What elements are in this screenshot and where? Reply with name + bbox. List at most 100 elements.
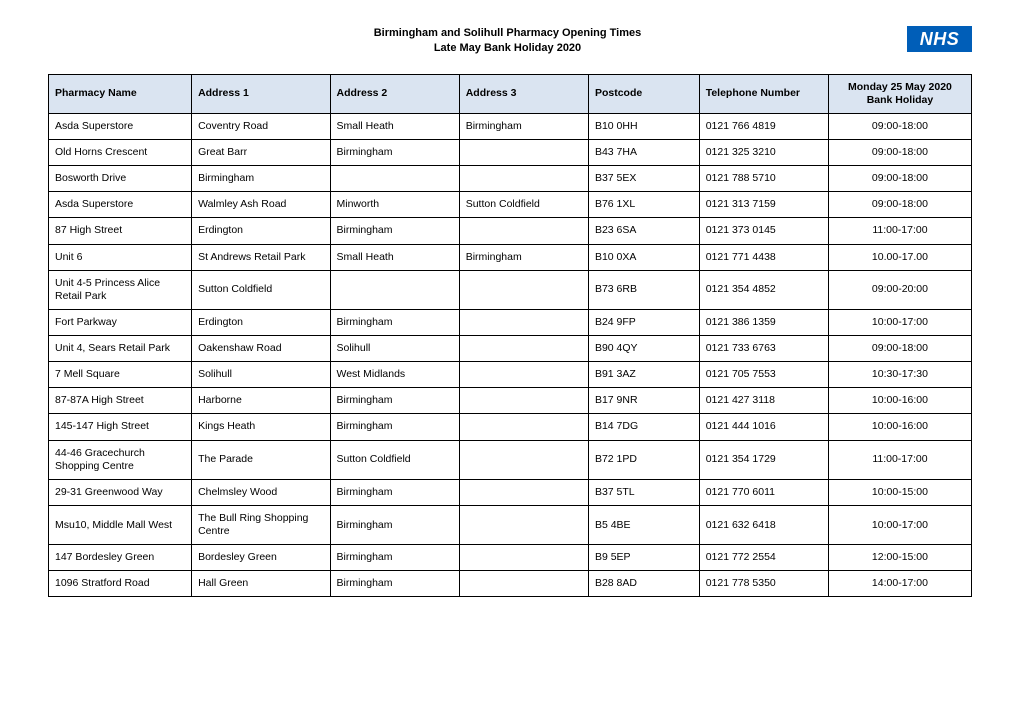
table-cell: B76 1XL [588, 192, 699, 218]
table-cell: 7 Mell Square [49, 362, 192, 388]
table-cell [459, 166, 588, 192]
table-cell [330, 270, 459, 309]
table-cell: Unit 4, Sears Retail Park [49, 336, 192, 362]
table-cell [459, 336, 588, 362]
table-cell: 0121 313 7159 [699, 192, 828, 218]
table-cell: 10:00-16:00 [828, 414, 971, 440]
table-cell [459, 545, 588, 571]
table-row: Unit 6St Andrews Retail ParkSmall HeathB… [49, 244, 972, 270]
table-cell: 14:00-17:00 [828, 571, 971, 597]
table-cell: 09:00-18:00 [828, 336, 971, 362]
column-header: Address 3 [459, 74, 588, 113]
table-cell: The Bull Ring Shopping Centre [192, 505, 330, 544]
table-cell [459, 218, 588, 244]
table-cell: 0121 354 4852 [699, 270, 828, 309]
table-cell: Birmingham [330, 218, 459, 244]
table-cell: Birmingham [330, 140, 459, 166]
page-title: Birmingham and Solihull Pharmacy Opening… [48, 26, 907, 56]
table-cell [459, 309, 588, 335]
table-cell: B10 0HH [588, 113, 699, 139]
table-cell: 09:00-18:00 [828, 140, 971, 166]
table-cell: 87 High Street [49, 218, 192, 244]
table-row: Asda SuperstoreWalmley Ash RoadMinworthS… [49, 192, 972, 218]
pharmacy-table: Pharmacy NameAddress 1Address 2Address 3… [48, 74, 972, 598]
table-cell: 0121 770 6011 [699, 479, 828, 505]
table-cell: Erdington [192, 218, 330, 244]
table-row: 87 High StreetErdingtonBirmingham B23 6SA… [49, 218, 972, 244]
table-cell: 0121 444 1016 [699, 414, 828, 440]
table-cell: 12:00-15:00 [828, 545, 971, 571]
table-cell: Hall Green [192, 571, 330, 597]
column-header: Monday 25 May 2020 Bank Holiday [828, 74, 971, 113]
table-cell: 10.00-17.00 [828, 244, 971, 270]
nhs-logo: NHS [907, 26, 972, 52]
table-cell [330, 166, 459, 192]
table-cell: Sutton Coldfield [459, 192, 588, 218]
table-cell: 0121 772 2554 [699, 545, 828, 571]
table-cell: 0121 427 3118 [699, 388, 828, 414]
table-cell: Small Heath [330, 244, 459, 270]
table-cell: B72 1PD [588, 440, 699, 479]
table-cell: West Midlands [330, 362, 459, 388]
table-cell: Birmingham [330, 479, 459, 505]
table-cell: 09:00-18:00 [828, 192, 971, 218]
table-cell [459, 571, 588, 597]
table-row: Unit 4-5 Princess Alice Retail ParkSutto… [49, 270, 972, 309]
table-cell: B37 5TL [588, 479, 699, 505]
table-cell: Oakenshaw Road [192, 336, 330, 362]
table-cell [459, 388, 588, 414]
table-cell: 0121 733 6763 [699, 336, 828, 362]
table-cell: Birmingham [330, 505, 459, 544]
table-row: 145-147 High StreetKings HeathBirmingham… [49, 414, 972, 440]
column-header: Postcode [588, 74, 699, 113]
table-header-row: Pharmacy NameAddress 1Address 2Address 3… [49, 74, 972, 113]
table-body: Asda SuperstoreCoventry RoadSmall HeathB… [49, 113, 972, 597]
table-cell: The Parade [192, 440, 330, 479]
table-cell: Birmingham [330, 545, 459, 571]
table-cell [459, 270, 588, 309]
table-cell: B5 4BE [588, 505, 699, 544]
table-cell [459, 440, 588, 479]
table-cell: 10:30-17:30 [828, 362, 971, 388]
table-cell: B43 7HA [588, 140, 699, 166]
table-cell: 10:00-17:00 [828, 505, 971, 544]
table-cell: Erdington [192, 309, 330, 335]
table-cell: Bordesley Green [192, 545, 330, 571]
table-cell: 09:00-18:00 [828, 113, 971, 139]
table-cell: 10:00-16:00 [828, 388, 971, 414]
table-row: 29-31 Greenwood WayChelmsley WoodBirming… [49, 479, 972, 505]
table-cell: 0121 788 5710 [699, 166, 828, 192]
table-cell: B24 9FP [588, 309, 699, 335]
table-cell: Sutton Coldfield [330, 440, 459, 479]
table-cell: B9 5EP [588, 545, 699, 571]
table-cell: 10:00-17:00 [828, 309, 971, 335]
table-cell: Msu10, Middle Mall West [49, 505, 192, 544]
table-cell: Solihull [192, 362, 330, 388]
table-cell: B23 6SA [588, 218, 699, 244]
table-row: 147 Bordesley GreenBordesley GreenBirmin… [49, 545, 972, 571]
table-row: 1096 Stratford RoadHall GreenBirminghamB… [49, 571, 972, 597]
page-header: Birmingham and Solihull Pharmacy Opening… [48, 26, 972, 56]
table-cell: 87-87A High Street [49, 388, 192, 414]
table-cell: Kings Heath [192, 414, 330, 440]
table-cell: Walmley Ash Road [192, 192, 330, 218]
table-cell [459, 362, 588, 388]
table-cell: B37 5EX [588, 166, 699, 192]
table-cell: B10 0XA [588, 244, 699, 270]
table-cell: Small Heath [330, 113, 459, 139]
table-row: Fort ParkwayErdingtonBirminghamB24 9FP01… [49, 309, 972, 335]
table-cell: 0121 771 4438 [699, 244, 828, 270]
table-cell: Birmingham [330, 309, 459, 335]
table-cell: B17 9NR [588, 388, 699, 414]
table-cell: Harborne [192, 388, 330, 414]
table-cell: Sutton Coldfield [192, 270, 330, 309]
table-cell: 09:00-18:00 [828, 166, 971, 192]
table-cell: 1096 Stratford Road [49, 571, 192, 597]
title-line-1: Birmingham and Solihull Pharmacy Opening… [108, 26, 907, 41]
table-cell: Birmingham [459, 113, 588, 139]
column-header: Address 1 [192, 74, 330, 113]
table-cell: B28 8AD [588, 571, 699, 597]
table-cell: Old Horns Crescent [49, 140, 192, 166]
column-header: Address 2 [330, 74, 459, 113]
table-cell: Asda Superstore [49, 113, 192, 139]
